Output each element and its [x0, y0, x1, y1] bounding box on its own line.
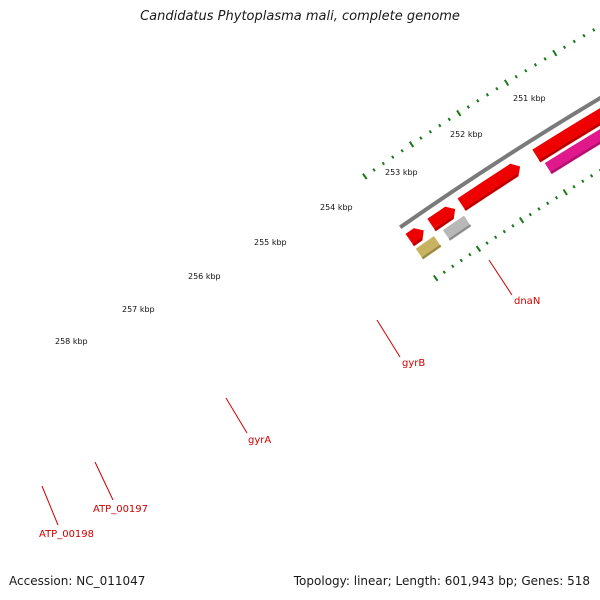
minor-tick	[572, 184, 576, 189]
gene-leader-line	[225, 397, 248, 434]
minor-tick	[554, 195, 559, 200]
major-tick	[475, 245, 482, 253]
ruler-label: 252 kbp	[450, 130, 483, 139]
minor-tick	[592, 28, 596, 32]
misc-feature-edge	[421, 244, 442, 260]
minor-tick	[419, 136, 423, 140]
genome-backbone	[399, 95, 600, 229]
ruler-label: 253 kbp	[385, 168, 418, 177]
feature-track	[404, 106, 600, 261]
minor-tick	[476, 99, 480, 103]
minor-tick	[391, 155, 395, 159]
gene-leader-line	[94, 461, 114, 501]
minor-tick	[381, 161, 386, 166]
gene-feature	[404, 227, 425, 248]
gene-feature-edge	[464, 174, 519, 211]
major-tick	[562, 188, 568, 196]
gene-feature-edge	[412, 238, 423, 247]
minor-tick	[581, 179, 585, 184]
minor-tick	[546, 201, 550, 206]
ruler-label: 254 kbp	[320, 203, 353, 212]
gene-feature	[456, 162, 522, 213]
minor-tick	[468, 252, 472, 257]
minor-tick	[428, 129, 433, 134]
genome-summary-text: Topology: linear; Length: 601,943 bp; Ge…	[293, 574, 590, 588]
minor-tick	[533, 63, 538, 67]
misc-feature	[414, 234, 443, 261]
gene-feature-edge	[538, 122, 600, 163]
ruler-labels: 251 kbp 252 kbp 253 kbp 254 kbp 255 kbp …	[55, 94, 546, 346]
cds-feature-edge	[549, 141, 600, 175]
minor-tick	[543, 57, 547, 61]
accession-text: Accession: NC_011047	[9, 574, 146, 588]
gene-feature-edge	[433, 216, 454, 232]
major-tick	[362, 173, 368, 180]
other-feature-edge	[448, 224, 472, 241]
major-tick	[456, 109, 462, 117]
outer-ruler-ticks	[362, 28, 596, 180]
gene-label-atp-00197[interactable]: ATP_00197	[93, 504, 148, 515]
major-tick	[503, 79, 510, 87]
minor-tick	[442, 270, 446, 274]
gene-leader-line	[488, 259, 513, 296]
minor-tick	[502, 229, 506, 234]
minor-tick	[524, 68, 528, 73]
other-feature	[441, 214, 473, 243]
minor-tick	[493, 235, 498, 240]
minor-tick	[466, 105, 470, 109]
minor-tick	[562, 45, 567, 50]
minor-tick	[589, 173, 594, 178]
gene-label-atp-00198[interactable]: ATP_00198	[39, 529, 94, 540]
minor-tick	[459, 258, 463, 263]
gene-leader-line	[41, 485, 59, 526]
minor-tick	[537, 207, 541, 211]
major-tick	[518, 216, 525, 224]
minor-tick	[400, 148, 404, 153]
minor-tick	[485, 92, 490, 97]
minor-tick	[372, 168, 376, 172]
minor-tick	[572, 39, 576, 44]
ruler-label: 258 kbp	[55, 337, 88, 346]
minor-tick	[451, 264, 455, 269]
gene-labels: dnaN gyrB gyrA ATP_00197 ATP_00198	[39, 259, 540, 540]
gene-label-gyrA[interactable]: gyrA	[248, 435, 271, 446]
major-tick	[432, 274, 439, 282]
minor-tick	[438, 123, 442, 128]
minor-tick	[511, 224, 515, 228]
minor-tick	[485, 241, 489, 245]
cds-feature	[543, 128, 600, 176]
gene-label-gyrB[interactable]: gyrB	[402, 358, 425, 369]
major-tick	[552, 49, 558, 57]
gene-leader-line	[376, 319, 401, 358]
minor-tick	[528, 212, 532, 217]
gene-label-dnaN[interactable]: dnaN	[514, 296, 540, 307]
map-title: Candidatus Phytoplasma mali, complete ge…	[140, 9, 460, 24]
gene-feature	[531, 106, 600, 164]
ruler-label: 256 kbp	[188, 272, 221, 281]
backbone-line	[399, 95, 600, 229]
minor-tick	[495, 86, 499, 91]
minor-tick	[447, 117, 451, 122]
ruler-label: 257 kbp	[122, 305, 155, 314]
major-tick	[408, 141, 415, 148]
minor-tick	[582, 33, 586, 38]
ruler-label: 251 kbp	[513, 94, 546, 103]
ruler-label: 255 kbp	[254, 238, 287, 247]
gene-feature	[425, 205, 457, 233]
minor-tick	[514, 74, 518, 79]
